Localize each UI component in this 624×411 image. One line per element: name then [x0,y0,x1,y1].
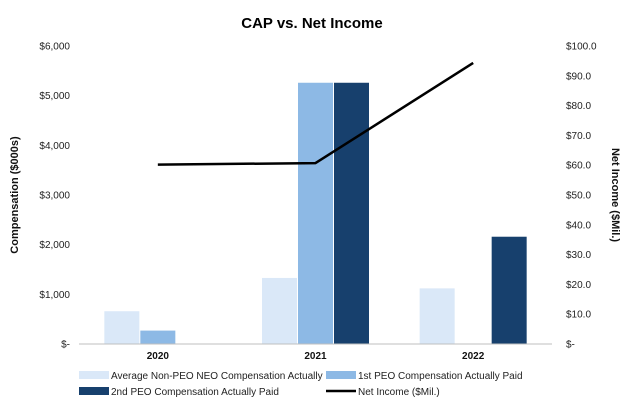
y-tick-label: $3,000 [39,191,70,202]
bar [104,311,140,344]
y2-tick-label: $30.0 [566,250,591,261]
y2-tick-label: $70.0 [566,131,591,142]
y-tick-label: $5,000 [39,91,70,102]
y2-axis-title: Net Income ($Mil.) [609,148,621,242]
legend-label-1st-peo: 1st PEO Compensation Actually Paid [358,371,523,382]
legend-label-2nd-peo: 2nd PEO Compensation Actually Paid [111,387,279,398]
bar-series [104,82,527,345]
x-tick-label: 2020 [147,351,170,362]
net-income-line-layer [157,61,474,166]
bar [334,82,369,345]
net-income-line [157,61,474,166]
y2-tick-label: $60.0 [566,161,591,172]
y-tick-label: $4,000 [39,141,70,152]
y2-tick-label: $80.0 [566,101,591,112]
y2-tick-label: $100.0 [566,42,597,53]
left-axis-ticks: $- $1,000 $2,000 $3,000 $4,000 $5,000 $6,000 [39,42,70,351]
y2-tick-label: $90.0 [566,71,591,82]
y-tick-label: $1,000 [39,290,70,301]
x-tick-label: 2022 [462,351,485,362]
legend-swatch-1st-peo [326,371,356,379]
y-axis-title: Compensation ($000s) [9,136,21,254]
y2-tick-label: $10.0 [566,310,591,321]
legend-swatch-non-peo [79,371,109,379]
y2-tick-label: $- [566,340,575,351]
y2-tick-label: $40.0 [566,220,591,231]
bar [491,236,527,344]
y-tick-label: $2,000 [39,240,70,251]
y2-tick-label: $50.0 [566,191,591,202]
y2-tick-label: $20.0 [566,280,591,291]
bar [298,82,333,345]
category-labels: 2020 2021 2022 [147,351,485,362]
bar [140,330,176,344]
chart-title: CAP vs. Net Income [241,15,382,32]
y-tick-label: $6,000 [39,42,70,53]
right-axis-ticks: $- $10.0 $20.0 $30.0 $40.0 $50.0 $60.0 $70.0 $80… [566,42,597,351]
legend-swatch-2nd-peo [79,387,109,395]
y-tick-label: $- [61,340,70,351]
x-tick-label: 2021 [304,351,327,362]
bar [419,288,455,344]
bar [262,277,297,344]
legend-label-net-income: Net Income ($Mil.) [358,387,440,398]
legend-label-non-peo: Average Non-PEO NEO Compensation Actuall… [111,371,345,382]
legend: Average Non-PEO NEO Compensation Actuall… [79,371,523,398]
